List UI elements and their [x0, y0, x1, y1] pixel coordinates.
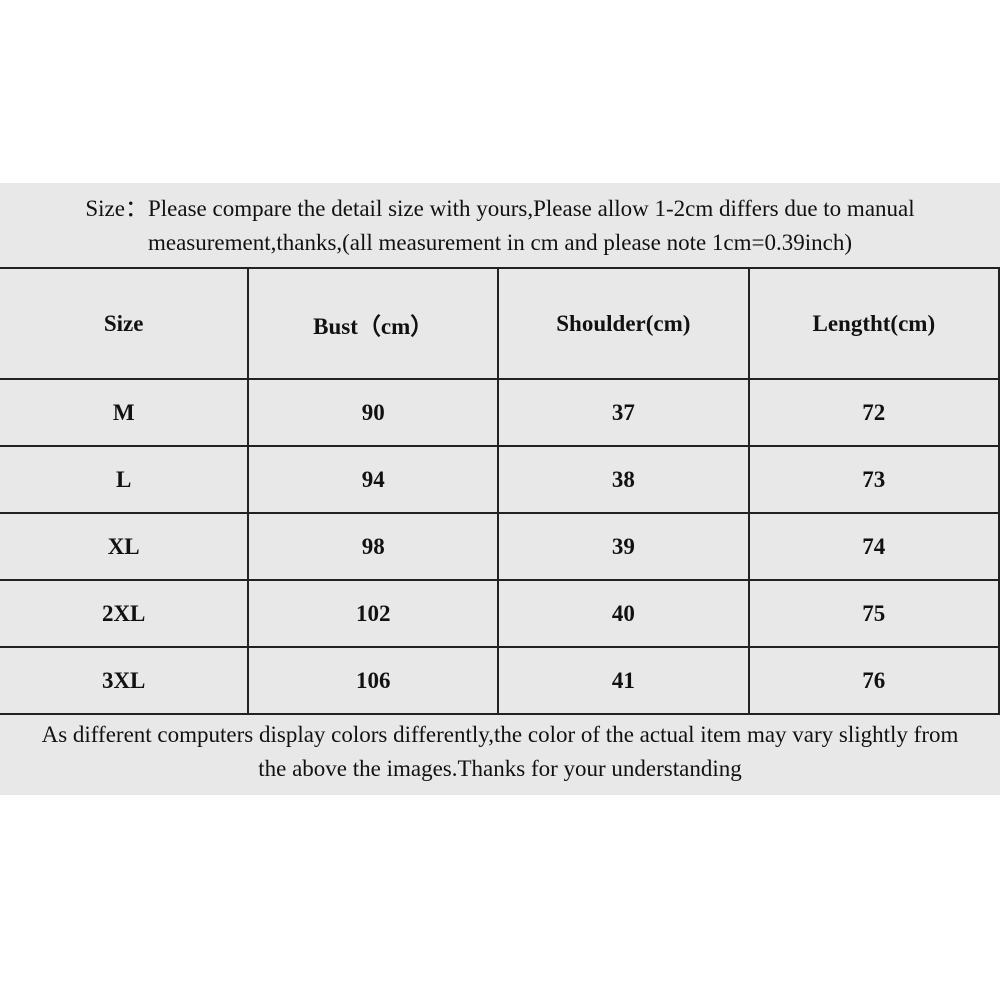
- header-row: Size Bust（cm） Shoulder(cm) Lengtht(cm): [0, 267, 1001, 380]
- disclaimer-line-2: the above the images.Thanks for your und…: [258, 756, 742, 781]
- cell-length: 73: [747, 445, 1001, 514]
- cell-bust: 106: [247, 646, 500, 715]
- disclaimer-line-1: As different computers display colors di…: [41, 722, 959, 747]
- header-shoulder: Shoulder(cm): [497, 267, 750, 380]
- color-disclaimer: As different computers display colors di…: [0, 718, 1000, 786]
- cell-size: L: [0, 445, 250, 514]
- cell-shoulder: 39: [497, 512, 750, 581]
- cell-length: 75: [747, 579, 1001, 648]
- cell-length: 74: [747, 512, 1001, 581]
- table-row: 2XL 102 40 75: [0, 579, 1001, 648]
- table-row: L 94 38 73: [0, 445, 1001, 514]
- cell-bust: 102: [247, 579, 500, 648]
- table-row: 3XL 106 41 76: [0, 646, 1001, 715]
- cell-shoulder: 38: [497, 445, 750, 514]
- cell-bust: 94: [247, 445, 500, 514]
- cell-shoulder: 40: [497, 579, 750, 648]
- size-table: Size Bust（cm） Shoulder(cm) Lengtht(cm) M…: [0, 267, 1001, 715]
- size-note: Size：Please compare the detail size with…: [0, 192, 1000, 260]
- cell-size: 3XL: [0, 646, 250, 715]
- cell-length: 76: [747, 646, 1001, 715]
- cell-bust: 98: [247, 512, 500, 581]
- header-size: Size: [0, 267, 250, 380]
- cell-shoulder: 41: [497, 646, 750, 715]
- size-note-line-1: Size：Please compare the detail size with…: [85, 196, 915, 221]
- size-note-line-2: measurement,thanks,(all measurement in c…: [147, 230, 852, 255]
- size-chart: Size：Please compare the detail size with…: [0, 183, 1001, 795]
- cell-size: M: [0, 378, 250, 447]
- cell-size: XL: [0, 512, 250, 581]
- header-length: Lengtht(cm): [747, 267, 1001, 380]
- table-row: XL 98 39 74: [0, 512, 1001, 581]
- table-row: M 90 37 72: [0, 378, 1001, 447]
- header-bust: Bust（cm）: [247, 267, 500, 380]
- cell-size: 2XL: [0, 579, 250, 648]
- cell-bust: 90: [247, 378, 500, 447]
- cell-shoulder: 37: [497, 378, 750, 447]
- cell-length: 72: [747, 378, 1001, 447]
